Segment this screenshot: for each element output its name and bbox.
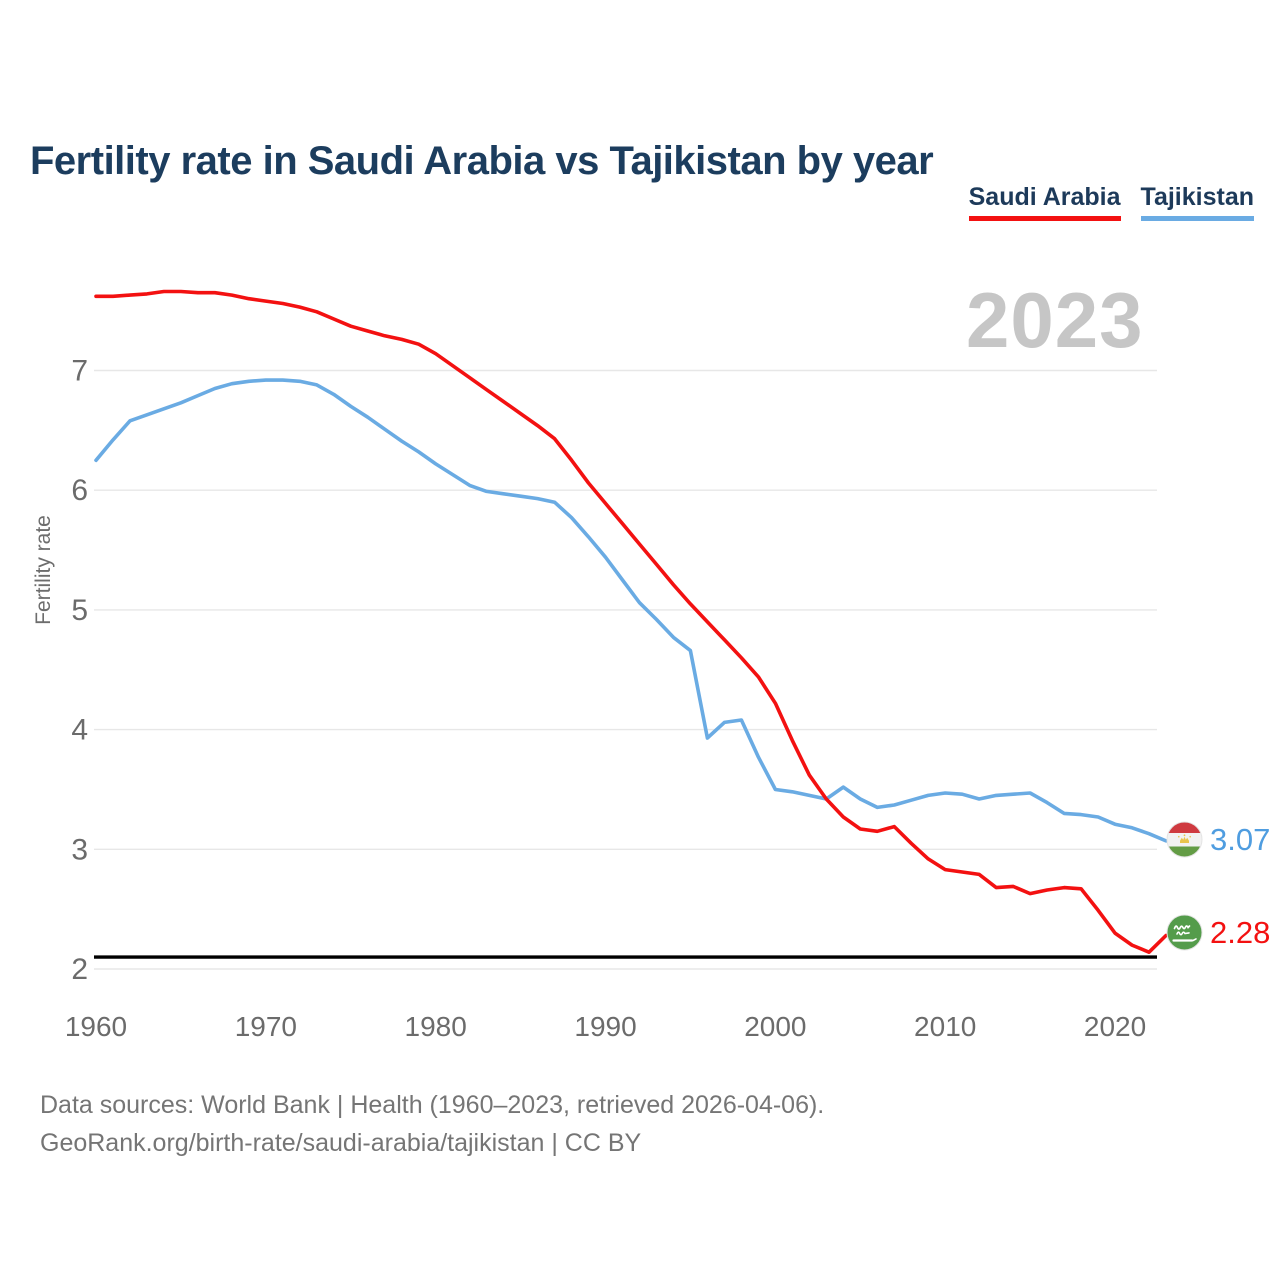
- end-marker-saudi-arabia: 2.28: [1166, 914, 1270, 951]
- x-tick-label: 2020: [1084, 1011, 1146, 1042]
- footer: Data sources: World Bank | Health (1960–…: [40, 1086, 824, 1162]
- x-tick-label: 1970: [235, 1011, 297, 1042]
- x-tick-label: 2010: [914, 1011, 976, 1042]
- saudi-arabia-line[interactable]: [94, 289, 1168, 955]
- tajikistan-line[interactable]: [94, 378, 1168, 843]
- page-title: Fertility rate in Saudi Arabia vs Tajiki…: [30, 138, 934, 183]
- y-tick-label: 7: [71, 355, 88, 388]
- legend-underline-tajikistan: [1140, 216, 1254, 221]
- legend: Saudi Arabia Tajikistan: [968, 183, 1254, 221]
- current-year-watermark: 2023: [966, 276, 1144, 364]
- footer-attribution-link[interactable]: GeoRank.org/birth-rate/saudi-arabia/taji…: [40, 1129, 642, 1157]
- footer-data-sources: Data sources: World Bank | Health (1960–…: [40, 1091, 825, 1119]
- tajikistan-flag-icon: [1166, 821, 1203, 858]
- saudi-arabia-flag-icon: [1166, 914, 1203, 951]
- legend-underline-saudi-arabia: [968, 216, 1121, 221]
- legend-label-saudi-arabia: Saudi Arabia: [968, 183, 1121, 211]
- y-tick-label: 2: [71, 953, 88, 986]
- x-tick-label: 1990: [574, 1011, 636, 1042]
- legend-item-tajikistan[interactable]: Tajikistan: [1140, 183, 1254, 221]
- legend-item-saudi-arabia[interactable]: Saudi Arabia: [968, 183, 1121, 221]
- y-tick-label: 5: [71, 594, 88, 627]
- y-tick-label: 4: [71, 714, 88, 747]
- saudi-arabia-end-value: 2.28: [1210, 914, 1271, 950]
- y-tick-label: 3: [71, 833, 88, 866]
- x-tick-label: 1980: [405, 1011, 467, 1042]
- tajikistan-end-value: 3.07: [1210, 821, 1271, 857]
- y-tick-label: 6: [71, 474, 88, 507]
- end-marker-tajikistan: 3.07: [1166, 821, 1270, 858]
- plot-area[interactable]: 2 3 4 5 6 7 1960 1970 1980 1990 2000 2010 2020: [0, 0, 1280, 1070]
- x-tick-label: 2000: [744, 1011, 806, 1042]
- legend-label-tajikistan: Tajikistan: [1140, 183, 1254, 211]
- x-tick-label: 1960: [65, 1011, 127, 1042]
